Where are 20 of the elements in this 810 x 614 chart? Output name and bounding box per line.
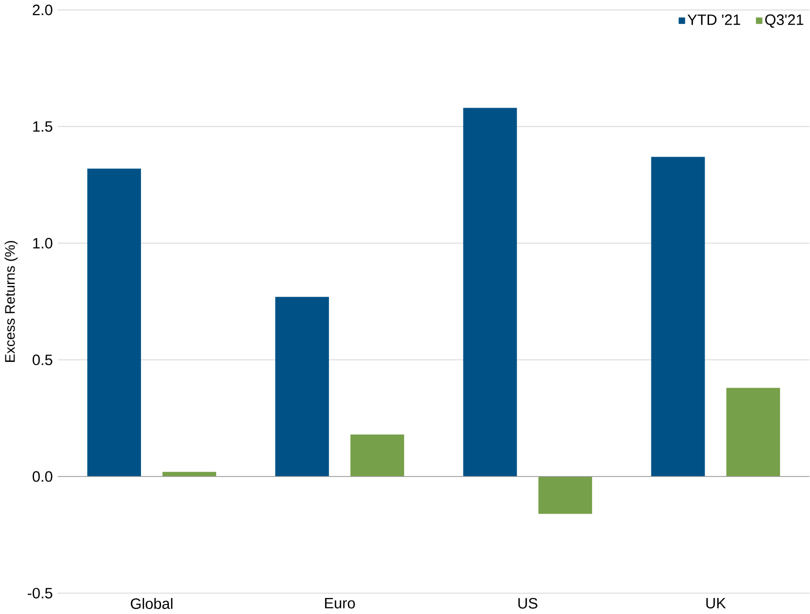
- y-axis-title: Excess Returns (%): [4, 241, 18, 362]
- x-tick-label: UK: [706, 598, 726, 609]
- y-tick-label: 0.5: [32, 354, 52, 366]
- x-tick-label: Global: [130, 598, 172, 610]
- x-tick-label: Euro: [325, 598, 355, 609]
- bar: [651, 157, 705, 477]
- bar: [275, 297, 329, 477]
- bar: [463, 108, 517, 477]
- bar: [726, 388, 780, 477]
- y-tick-label: 2.0: [32, 4, 52, 16]
- y-tick-label: 0.0: [32, 471, 52, 482]
- x-tick-label: US: [518, 598, 538, 609]
- bar: [538, 476, 592, 514]
- legend-label: YTD '21: [688, 14, 740, 26]
- legend-label: Q3'21: [765, 14, 804, 28]
- y-tick-label: 1.0: [33, 238, 52, 249]
- bar: [350, 434, 404, 477]
- bar: [87, 168, 141, 477]
- y-tick-label: -0.5: [28, 588, 52, 599]
- y-tick-label: 1.5: [33, 122, 52, 132]
